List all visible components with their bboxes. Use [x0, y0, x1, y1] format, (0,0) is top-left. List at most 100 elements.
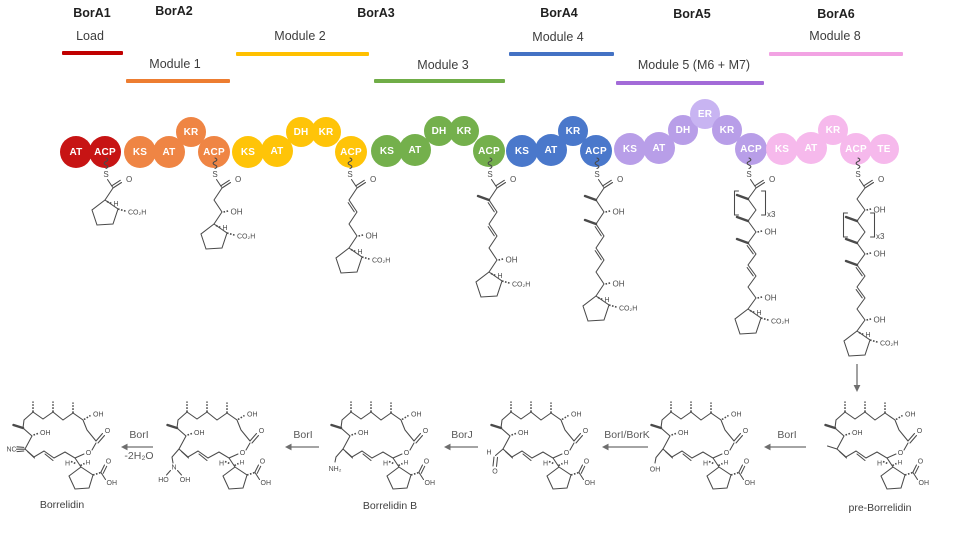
stereo-hash-bonds — [757, 230, 764, 299]
repeat-x3-label: x3 — [767, 210, 776, 219]
carbonyl-o-label: O — [370, 175, 376, 184]
hydroxylamine-group: N HO OH — [158, 448, 191, 484]
pks-domain-ks: KS — [371, 135, 403, 167]
macrolide-ring — [12, 400, 119, 491]
hydroxyl-label: OH — [874, 250, 886, 259]
bond-lines — [104, 178, 123, 201]
pks-domain-ks: KS — [124, 136, 156, 168]
phosphopantetheine-arm — [347, 157, 353, 170]
cyclopentane-co2h — [91, 199, 148, 226]
cyclopentane-co2h — [475, 271, 532, 298]
pks-domain-ks: KS — [766, 133, 798, 165]
acyl-chain-structure: S O OH — [475, 157, 532, 298]
compound-n-hydroxy-intermediate: N HO OH — [158, 400, 273, 491]
cyclopentane-co2h — [335, 247, 392, 274]
acyl-chain-structure: S O OH x3 OH OH — [842, 157, 900, 357]
o-label: O — [492, 469, 498, 476]
compound-label-borrelidin-b: Borrelidin B — [362, 500, 418, 512]
protein-label-bora5: BorA5 — [673, 7, 711, 21]
carbonyl-o-label: O — [769, 175, 775, 184]
hydroxyl-label: OH — [613, 208, 625, 217]
macrolide-ring — [824, 400, 931, 491]
stereo-hash-bonds — [358, 234, 365, 237]
bond-lines — [487, 178, 507, 273]
bond-lines — [826, 445, 838, 450]
pks-domain-ks: KS — [614, 133, 646, 165]
carbonyl-o-label: O — [510, 175, 516, 184]
protein-label-bora4: BorA4 — [540, 6, 578, 20]
reaction-arrow — [764, 443, 806, 451]
compound-borrelidin-b: NH₂ — [329, 400, 437, 491]
pks-domain-te: TE — [869, 134, 899, 164]
methyl-stubs — [844, 215, 859, 267]
pks-domain-acp: ACP — [335, 136, 367, 168]
carbonyl-o-label: O — [617, 175, 623, 184]
reaction-arrow — [285, 443, 319, 451]
thioester-s-label: S — [594, 170, 599, 179]
arrow-head — [602, 443, 609, 451]
compound-borrelidin: NC — [6, 400, 119, 491]
enzyme-label-bori: BorI — [293, 429, 313, 441]
acyl-chain-structure: S O OH OH — [582, 157, 639, 322]
enzyme-label-borj: BorJ — [451, 429, 473, 441]
module-label: Module 5 (M6 + M7) — [637, 58, 751, 72]
phosphopantetheine-arm — [855, 157, 861, 170]
oh-label: OH — [180, 477, 191, 484]
reaction-arrow — [602, 443, 648, 451]
bond-lines — [492, 448, 504, 467]
methyl-stubs — [476, 194, 491, 202]
thioester-s-label: S — [347, 170, 352, 179]
phosphopantetheine-arm — [487, 157, 493, 170]
repeat-x3-label: x3 — [876, 232, 885, 241]
module-label: Module 2 — [274, 29, 326, 43]
nitrile-label: NC — [6, 447, 16, 454]
amine-group: NH₂ — [329, 448, 344, 473]
module-bar — [374, 79, 505, 83]
carbonyl-o-label: O — [235, 175, 241, 184]
compound-hydroxymethyl-intermediate: OH — [650, 400, 757, 491]
module-label: Module 1 — [149, 57, 201, 71]
carbonyl-o-label: O — [878, 175, 884, 184]
methyl-stubs — [583, 194, 598, 226]
phosphopantetheine-arm — [103, 157, 109, 170]
stereo-hash-bonds — [223, 210, 230, 213]
n-label: N — [171, 465, 176, 472]
thioester-s-label: S — [746, 170, 751, 179]
bond-lines — [213, 178, 232, 225]
module-bar — [509, 52, 614, 56]
arrow-head — [764, 443, 771, 451]
protein-label-bora2: BorA2 — [155, 4, 193, 18]
module-bar — [62, 51, 123, 55]
enzyme-label-bori: BorI — [129, 429, 149, 441]
hydroxyl-label: OH — [231, 208, 243, 217]
module-bar — [236, 52, 369, 56]
hydroxymethyl-group: OH — [650, 448, 664, 474]
arrow-head — [121, 443, 128, 451]
pks-domain-acp: ACP — [198, 136, 230, 168]
macrolide-ring — [330, 400, 437, 491]
bond-lines — [334, 448, 344, 463]
compound-label-pre-borrelidin: pre-Borrelidin — [848, 502, 912, 514]
thioester-s-label: S — [855, 170, 860, 179]
reaction-arrow — [121, 443, 153, 451]
module-bar — [126, 79, 230, 83]
pks-domain-ks: KS — [506, 135, 538, 167]
stereo-hash-bonds — [498, 258, 505, 261]
oh-label: OH — [650, 467, 661, 474]
bond-lines — [733, 178, 767, 310]
pks-domain-kr: KR — [176, 117, 206, 147]
pks-domain-kr: KR — [818, 115, 848, 145]
phosphopantetheine-arm — [746, 157, 752, 170]
arrow-head — [444, 443, 451, 451]
methyl-group — [826, 445, 838, 450]
module-label: Load — [76, 29, 104, 43]
protein-label-bora3: BorA3 — [357, 6, 395, 20]
pks-domain-acp: ACP — [89, 136, 121, 168]
enzyme-label-bori: BorI — [777, 429, 797, 441]
aldehyde-group: H O — [486, 448, 504, 476]
hydroxyl-label: OH — [874, 206, 886, 215]
h-label: H — [486, 450, 491, 457]
phosphopantetheine-arm — [212, 157, 218, 170]
phosphopantetheine-arm — [594, 157, 600, 170]
